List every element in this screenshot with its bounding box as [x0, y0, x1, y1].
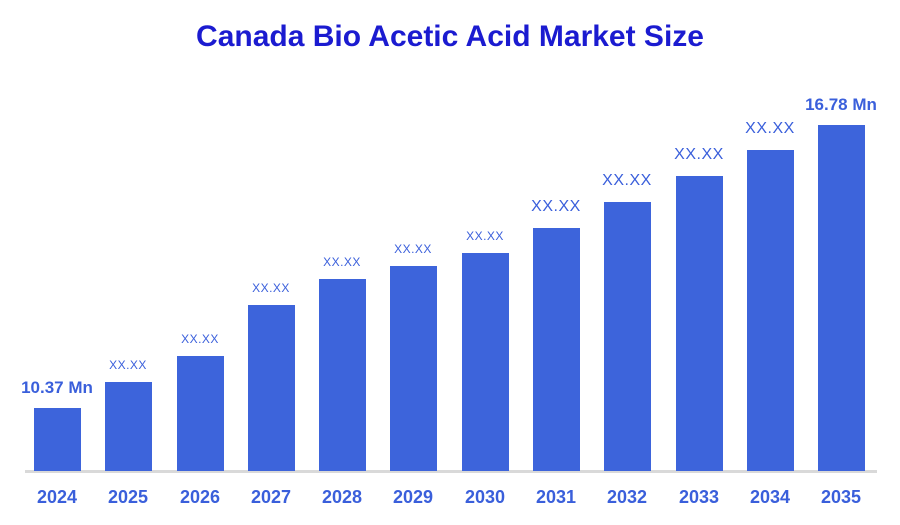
x-axis-tick-label: 2034	[749, 487, 791, 507]
x-axis-tick-label: 2033	[678, 487, 720, 507]
x-axis-line	[25, 470, 877, 473]
bar-value-label: 16.78 Mn	[805, 95, 877, 114]
x-axis-tick-label: 2027	[250, 487, 292, 507]
x-axis-tick-label: 2025	[107, 487, 149, 507]
bar-2025	[105, 382, 152, 471]
bar-2024	[34, 408, 81, 471]
bar-value-label: XX.XX	[181, 332, 219, 346]
bar-value-label: XX.XX	[531, 198, 581, 215]
bar-value-label: XX.XX	[745, 120, 795, 137]
bar-value-label: XX.XX	[323, 255, 361, 269]
bar-value-label: XX.XX	[109, 358, 147, 372]
bar-2028	[319, 279, 366, 471]
x-axis-tick-label: 2031	[535, 487, 577, 507]
bar-value-label: XX.XX	[466, 229, 504, 243]
chart-title: Canada Bio Acetic Acid Market Size	[196, 20, 704, 53]
bar-value-label: XX.XX	[602, 172, 652, 189]
bar-2030	[462, 253, 509, 471]
bar-2033	[676, 176, 723, 471]
bar-2026	[177, 356, 224, 471]
x-axis-tick-label: 2032	[606, 487, 648, 507]
bar-2027	[248, 305, 295, 471]
bar-value-label: XX.XX	[252, 281, 290, 295]
x-axis-tick-label: 2029	[392, 487, 434, 507]
bar-2029	[390, 266, 437, 471]
bar-2035	[818, 125, 865, 471]
bar-2032	[604, 202, 651, 471]
bar-2031	[533, 228, 580, 471]
x-axis-tick-label: 2035	[820, 487, 862, 507]
x-axis-tick-label: 2030	[464, 487, 506, 507]
bar-value-label: 10.37 Mn	[21, 378, 93, 397]
bar-value-label: XX.XX	[394, 242, 432, 256]
bar-value-label: XX.XX	[674, 146, 724, 163]
x-axis-tick-label: 2024	[36, 487, 78, 507]
bar-2034	[747, 150, 794, 471]
x-axis-tick-label: 2028	[321, 487, 363, 507]
x-axis-tick-label: 2026	[179, 487, 221, 507]
